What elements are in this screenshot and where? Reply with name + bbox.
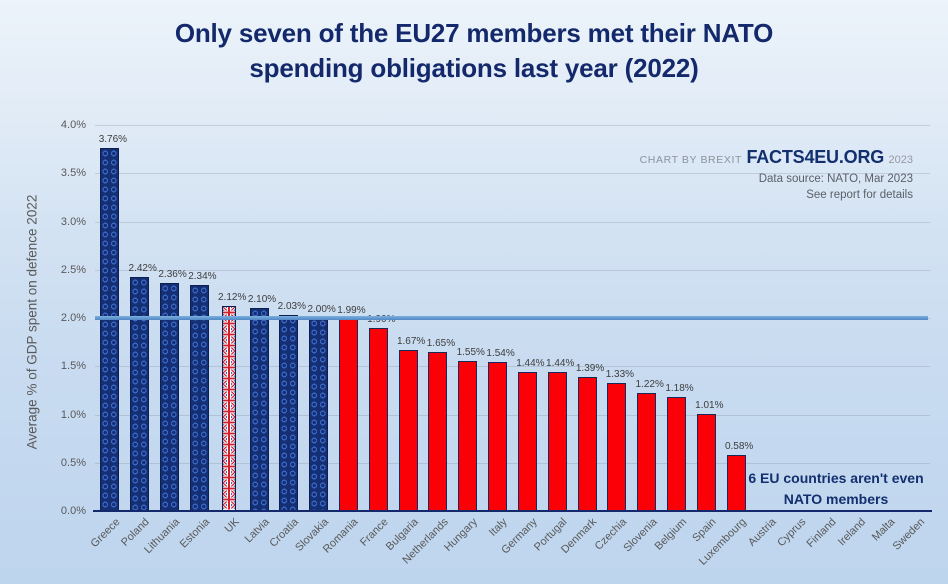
bar-value-label-latvia: 2.10% [247,294,277,306]
gridline-1.0% [95,414,930,416]
gridline-0.5% [95,462,930,464]
y-tick-label: 3.0% [60,215,86,228]
bar-denmark [577,376,597,511]
gridline-2.5% [95,269,930,271]
bar-croatia [279,315,299,511]
bar-value-label-lithuania: 2.36% [158,269,187,281]
bar-value-label-slovenia: 1.22% [635,379,664,391]
bar-value-label-uk: 2.12% [218,292,247,304]
y-tick-label: 0.0% [60,505,86,517]
x-tick-label-austria: Austria [745,516,779,549]
x-tick-label-belgium: Belgium [652,516,690,553]
credit-row: CHART BY BREXIT FACTS4EU.ORG 2023 [640,147,913,168]
gridline-3.0% [95,221,930,223]
bar-value-label-germany: 1.44% [516,358,545,370]
bar-romania [338,318,358,511]
x-tick-label-greece: Greece [88,516,123,550]
chart-title: Only seven of the EU27 members met their… [0,16,948,86]
bar-value-label-portugal: 1.44% [546,358,575,370]
bar-value-label-bulgaria: 1.67% [396,335,426,347]
bar-slovakia [309,318,329,511]
x-tick-label-ireland: Ireland [835,516,868,549]
y-tick-label: 2.5% [60,263,86,276]
annotation-line1: 6 EU countries aren't even [748,470,924,486]
chart-title-line2: spending obligations last year (2022) [249,53,699,83]
credit-year: 2023 [888,154,913,166]
bar-slovenia [637,393,657,511]
bar-value-label-poland: 2.42% [128,263,157,275]
bar-poland [130,277,150,511]
bar-value-label-belgium: 1.18% [665,383,694,395]
x-tick-label-estonia: Estonia [177,516,212,551]
annotation-line2: NATO members [783,491,889,507]
bar-uk [222,306,237,511]
credit-prefix: CHART BY BREXIT [639,154,742,166]
bar-belgium [667,397,687,511]
y-tick-label: 1.0% [60,408,86,421]
bar-value-label-romania: 1.99% [337,304,366,316]
report-note: See report for details [806,188,913,201]
nato-target-line [95,316,928,320]
gridline-3.5% [95,173,930,175]
bar-value-label-slovakia: 2.00% [307,304,336,315]
bar-czechia [607,382,627,511]
x-tick-label-sweden: Sweden [890,516,928,553]
bar-portugal [547,372,567,511]
gridline-1.5% [95,366,930,368]
bar-value-label-italy: 1.54% [486,348,515,360]
bar-hungary [458,361,478,511]
bar-value-label-czechia: 1.33% [605,368,635,380]
bar-value-label-estonia: 2.34% [188,271,217,283]
bar-lithuania [160,283,180,511]
bar-estonia [189,285,209,511]
bar-latvia [249,308,269,511]
gridline-4.0% [95,125,930,126]
bar-germany [517,372,537,511]
y-axis-title: Average % of GDP spent on defence 2022 [24,194,40,450]
brand-facts4eu: FACTS4EU.ORG [746,147,885,167]
bar-bulgaria [398,349,418,511]
bar-value-label-spain: 1.01% [695,399,724,411]
x-axis-line [93,510,932,512]
y-tick-label: 3.5% [60,167,86,180]
bar-value-label-greece: 3.76% [98,134,128,146]
y-tick-label: 1.5% [60,360,86,373]
x-tick-label-cyprus: Cyprus [775,516,809,550]
x-tick-label-finland: Finland [804,516,839,550]
bar-spain [696,413,716,511]
annotation-nato-members: 6 EU countries aren't even NATO members [743,468,929,510]
y-tick-label: 2.0% [60,312,86,324]
bar-value-label-hungary: 1.55% [456,347,485,359]
bar-italy [488,362,508,511]
bar-value-label-netherlands: 1.65% [426,337,456,349]
bar-value-label-croatia: 2.03% [277,301,306,313]
bar-value-label-denmark: 1.39% [575,362,605,374]
union-jack-pattern [223,307,236,510]
bar-value-label-luxembourg: 0.58% [724,441,754,453]
x-tick-label-italy: Italy [487,516,511,539]
y-tick-label: 4.0% [60,119,86,131]
data-source-note: Data source: NATO, Mar 2023 [758,173,913,185]
bar-netherlands [428,351,448,511]
y-tick-label: 0.5% [60,456,86,469]
x-tick-label-uk: UK [222,516,242,536]
chart-title-line1: Only seven of the EU27 members met their… [174,18,774,48]
credit-block: CHART BY BREXIT FACTS4EU.ORG 2023 Data s… [640,147,913,203]
bar-france [368,327,388,511]
bar-greece [100,148,120,511]
